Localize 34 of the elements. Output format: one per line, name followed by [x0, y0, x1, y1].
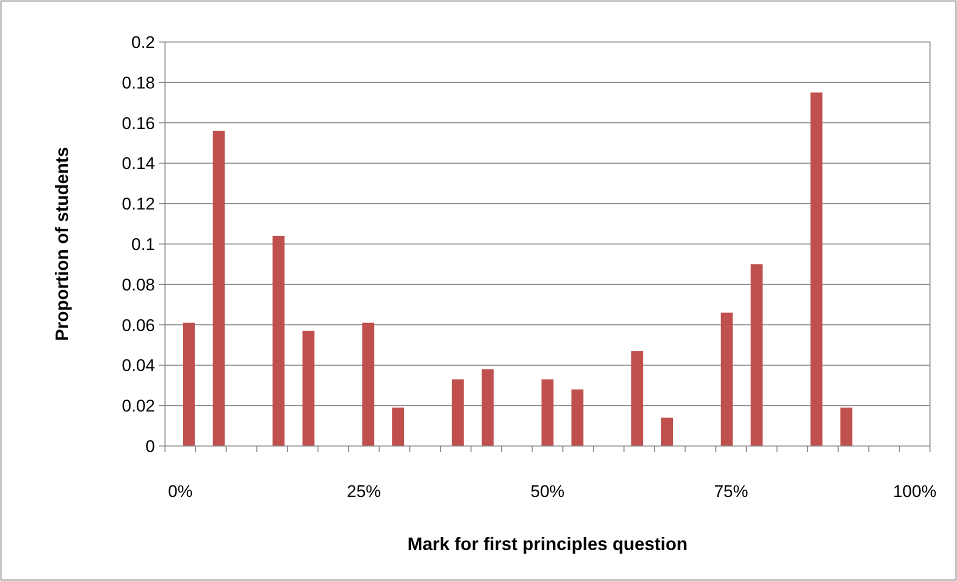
x-axis-title: Mark for first principles question [407, 534, 688, 554]
bar [272, 236, 285, 446]
bar [482, 369, 494, 446]
x-tick-label: 25% [346, 482, 381, 501]
bar [302, 330, 314, 446]
bar [542, 379, 554, 446]
y-tick-label: 0.08 [122, 275, 155, 294]
bar [720, 312, 733, 446]
bar [661, 418, 674, 446]
bar [212, 130, 225, 446]
y-axis-title: Proportion of students [52, 147, 72, 341]
y-tick-label: 0.14 [122, 154, 155, 174]
x-tick-label: 50% [530, 482, 565, 501]
y-tick-label: 0.04 [122, 356, 155, 376]
y-tick-label: 0.2 [131, 32, 155, 52]
bar [362, 322, 374, 446]
bar [392, 408, 404, 446]
bar [452, 379, 464, 446]
bar [571, 389, 584, 446]
bar [840, 408, 852, 446]
y-tick-label: 0.12 [122, 194, 155, 214]
y-tick-label: 0.16 [122, 114, 155, 133]
bar [182, 322, 195, 446]
bar [810, 92, 822, 446]
y-tick-label: 0.06 [122, 316, 155, 335]
bar [631, 351, 644, 446]
bar [750, 264, 763, 446]
y-tick-label: 0.1 [131, 234, 155, 254]
x-tick-label: 100% [892, 482, 936, 501]
x-tick-label: 0% [168, 482, 193, 501]
x-tick-label: 75% [714, 482, 748, 501]
y-tick-label: 0.02 [122, 396, 155, 416]
y-tick-label: 0 [146, 436, 155, 456]
y-tick-label: 0.18 [122, 73, 155, 92]
